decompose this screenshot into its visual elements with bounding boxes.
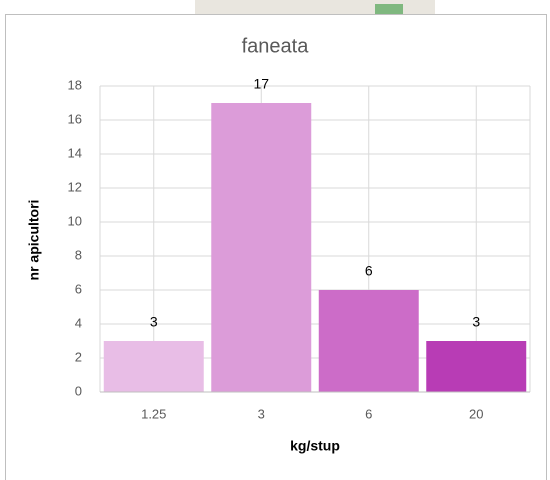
x-tick-label: 1.25 xyxy=(141,406,166,421)
chart-frame xyxy=(5,14,547,480)
y-tick-label: 12 xyxy=(68,179,82,194)
y-tick-label: 2 xyxy=(75,349,82,364)
x-tick-label: 3 xyxy=(258,406,265,421)
x-tick-label: 20 xyxy=(469,406,483,421)
y-axis-label: nr apicultori xyxy=(26,200,42,281)
y-tick-label: 8 xyxy=(75,247,82,262)
bar xyxy=(426,341,527,392)
y-tick-label: 0 xyxy=(75,383,82,398)
data-label: 6 xyxy=(365,263,373,279)
y-tick-label: 6 xyxy=(75,281,82,296)
chart-title: faneata xyxy=(242,35,310,57)
y-tick-label: 14 xyxy=(68,145,82,160)
bar xyxy=(318,290,419,392)
bar xyxy=(211,103,312,392)
y-tick-label: 4 xyxy=(75,315,82,330)
map-fragment-road xyxy=(375,4,403,14)
y-tick-label: 10 xyxy=(68,213,82,228)
x-axis-label: kg/stup xyxy=(290,438,340,454)
data-label: 3 xyxy=(472,314,480,330)
y-tick-label: 18 xyxy=(68,77,82,92)
x-tick-label: 6 xyxy=(365,406,372,421)
data-label: 3 xyxy=(150,314,158,330)
bar xyxy=(103,341,204,392)
data-label: 17 xyxy=(253,76,269,92)
y-tick-label: 16 xyxy=(68,111,82,126)
